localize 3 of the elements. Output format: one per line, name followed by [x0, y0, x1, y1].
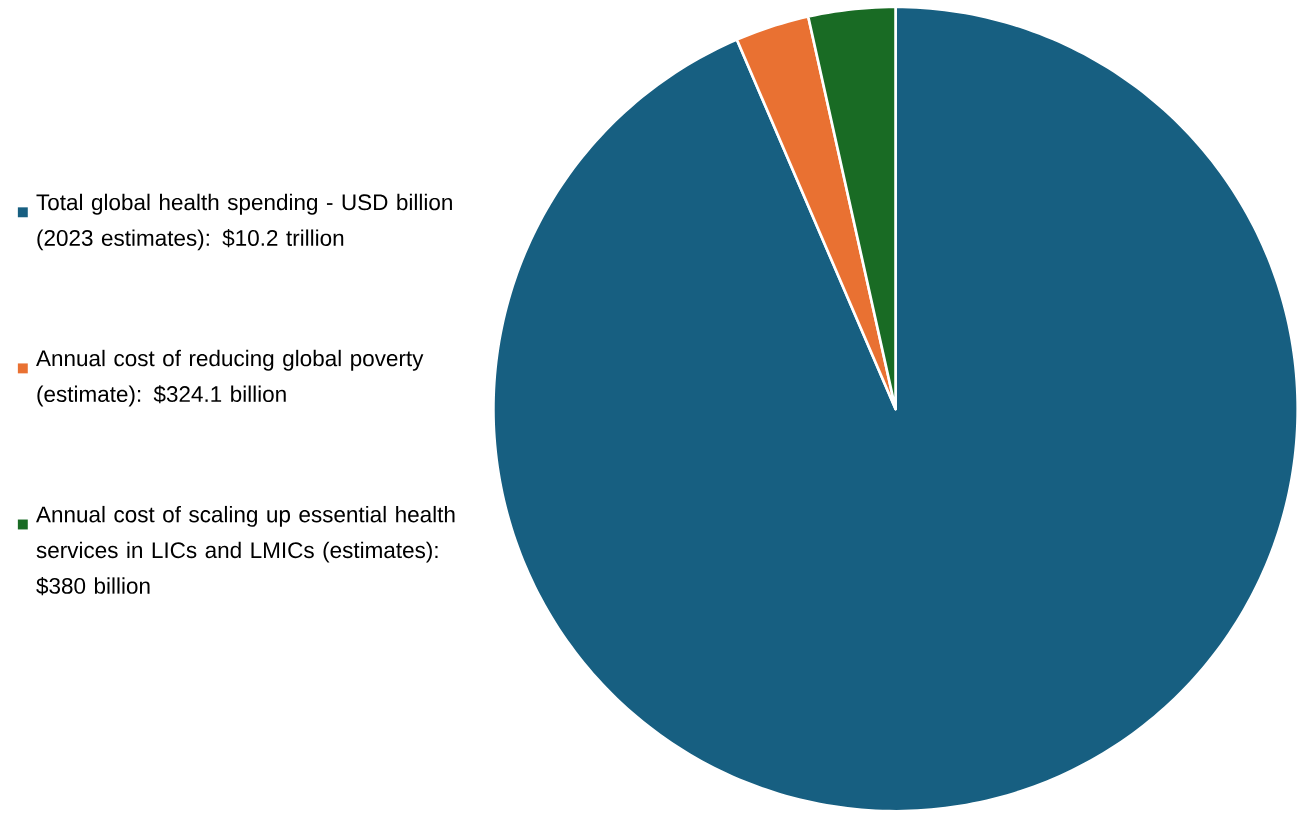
legend-label: Annual cost of reducing global poverty (estimate): $324.1 billion [36, 350, 424, 407]
legend-label: Total global health spending - USD billion (2023 estimates): $10.2 trillion [36, 193, 452, 251]
legend-label: Annual cost of scaling up essential health services in LICs and LMICs (estimates): $380 billion [36, 506, 455, 596]
